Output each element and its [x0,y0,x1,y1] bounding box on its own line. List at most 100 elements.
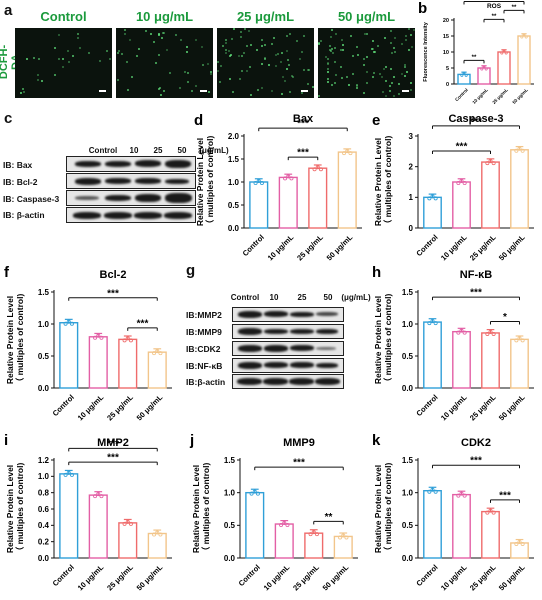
x-tick-label: 50 μg/mL [497,562,527,592]
cell-speckle [288,90,291,93]
cell-speckle [291,75,294,78]
cell-speckle [225,51,228,54]
cell-speckle [274,54,277,57]
y-axis-label: Relative Protein Level [373,296,383,384]
cell-speckle [377,45,380,48]
data-point [456,181,461,186]
cell-speckle [389,89,392,92]
y-tick-label: 1.0 [402,488,414,497]
cell-speckle [186,46,189,49]
cell-speckle [201,45,204,48]
y-tick-label: 0.0 [228,224,240,233]
chart-title: Bax [293,113,314,125]
cell-speckle [279,61,282,64]
cell-speckle [194,85,197,88]
cell-speckle [186,50,189,53]
data-point [491,331,496,336]
significance-label: ** [512,5,517,11]
blot-label-mmp9: IB:MMP9 [186,327,222,337]
cell-speckle [355,46,358,49]
y-tick-label: 1.5 [402,288,414,297]
data-point [96,492,101,497]
cell-speckle [400,72,403,75]
cell-speckle [292,76,295,79]
cell-speckle [271,42,274,45]
cell-speckle [159,87,162,90]
y-tick-label: 0.0 [38,554,50,563]
panel-letter-h: h [372,264,381,281]
cell-speckle [362,57,365,60]
cell-speckle [287,59,290,62]
cell-speckle [384,65,387,68]
data-point [456,330,461,335]
y-axis-label: Relative Protein Level [195,138,205,226]
data-point [433,321,438,326]
cell-speckle [371,48,374,51]
cell-speckle [232,28,235,31]
y-tick-label: 1.0 [402,320,414,329]
cell-speckle [356,83,359,86]
cell-speckle [405,34,408,37]
cell-speckle [330,83,333,86]
data-point [517,146,522,151]
cell-speckle [210,72,213,75]
data-point [283,176,288,181]
cell-speckle [190,90,193,93]
cell-speckle [207,62,210,65]
cell-speckle [398,82,401,85]
data-point [312,167,317,172]
y-tick-label: 1.5 [228,155,240,164]
micrograph-10 [116,28,213,98]
data-point [456,493,461,498]
cell-speckle [210,71,213,74]
cell-speckle [339,66,342,69]
data-point [341,533,346,538]
cell-speckle [326,63,329,66]
cell-speckle [408,28,411,31]
data-point [344,535,349,540]
cell-speckle [256,49,259,52]
x-tick-label: 50 μg/mL [135,562,165,592]
blot-label-cdk2: IB:CDK2 [186,344,221,354]
cell-speckle [350,35,353,38]
data-point [485,331,490,336]
cell-speckle [311,85,314,88]
cell-speckle [127,89,130,92]
micrograph-control [15,28,112,98]
cell-speckle [248,65,251,68]
cell-speckle [392,46,395,49]
panel-letter-i: i [4,432,8,449]
x-tick-label: 25 μg/mL [105,562,135,592]
significance-label: * [503,312,507,323]
data-point [125,336,130,341]
cell-speckle [178,87,181,90]
cell-speckle [307,68,310,71]
cell-speckle [334,73,337,76]
cell-speckle [283,80,286,83]
scale-bar [99,90,106,92]
chart-panel-d: d Bax 0.0 0.5 1.0 1.5 2.0 Relative Protein Leve… [194,112,362,262]
bar-0 [245,491,265,559]
cell-speckle [334,61,337,64]
chart-title: CDK2 [461,437,491,449]
blot-label-nfkb: IB:NF-κB [186,361,223,371]
bar-1 [278,176,298,229]
cell-speckle [225,48,228,51]
cell-speckle [263,43,266,46]
y-tick-label: 1 [409,193,414,202]
y-axis-label: （ multiples of control) [383,294,393,387]
cell-speckle [239,78,242,81]
y-tick-label: 20 [443,18,449,24]
image-label-control: Control [40,9,87,24]
cell-speckle [240,31,243,34]
x-tick-label: 25 μg/mL [468,392,498,422]
cell-speckle [184,71,187,74]
data-point [504,51,508,55]
lane-label-control: Control [88,146,118,155]
x-tick-label: 50 μg/mL [135,392,165,422]
data-point [315,165,320,170]
cell-speckle [397,92,400,95]
y-tick-label: 15 [443,34,449,40]
cell-speckle [373,71,376,74]
lane-unit-label-g: (μg/mL) [341,293,371,302]
